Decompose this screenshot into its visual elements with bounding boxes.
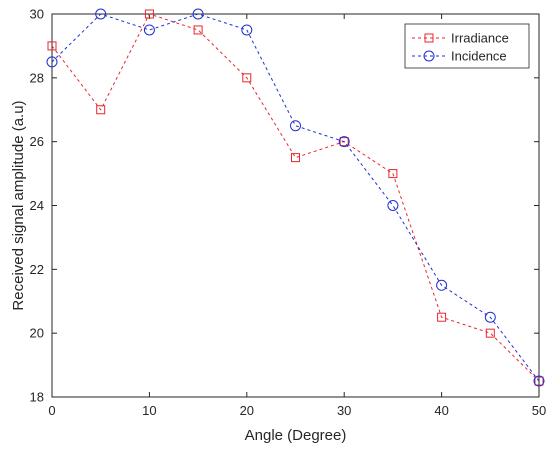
incidence-data-point xyxy=(533,375,545,387)
y-tick-label: 30 xyxy=(30,7,44,22)
x-tick-label: 20 xyxy=(240,403,254,418)
irradiance-data-point xyxy=(485,328,495,338)
y-tick-label: 18 xyxy=(30,390,44,405)
irradiance-data-point xyxy=(437,312,447,322)
legend-box xyxy=(404,23,530,69)
ticks-layer: 0 10 20 30 40 50 18 20 22 24 26 28 30 xyxy=(30,7,547,419)
incidence-data-point xyxy=(143,24,155,36)
x-tick-label: 0 xyxy=(48,403,55,418)
incidence-data-point xyxy=(95,8,107,20)
incidence-data-point xyxy=(290,120,301,132)
y-tick-label: 28 xyxy=(30,70,44,85)
plot-area xyxy=(51,13,540,398)
legend-marker-irradiance xyxy=(424,33,434,43)
legend-items: Irradiance Incidence xyxy=(412,31,509,64)
y-tick-label: 22 xyxy=(30,262,44,277)
irradiance-data-point xyxy=(339,137,349,147)
incidence-data-point xyxy=(241,24,253,36)
incidence-data-point xyxy=(338,136,350,148)
irradiance-data-point xyxy=(291,153,300,163)
x-axis-label: Angle (Degree) xyxy=(245,427,347,444)
irradiance-data-point xyxy=(193,25,203,35)
irradiance-data-point xyxy=(96,105,106,115)
series-layer xyxy=(46,8,545,387)
x-tick-label: 40 xyxy=(434,403,448,418)
y-tick-label: 26 xyxy=(30,134,44,149)
legend: Irradiance Incidence xyxy=(404,23,530,69)
legend-label-incidence: Incidence xyxy=(451,49,507,64)
y-axis-label: Received signal amplitude (a.u) xyxy=(10,100,27,310)
irradiance-data-point xyxy=(534,376,544,386)
legend-marker-incidence xyxy=(423,50,435,62)
incidence-data-point xyxy=(387,200,399,211)
x-tick-label: 50 xyxy=(532,403,546,418)
x-tick-label: 10 xyxy=(142,403,156,418)
incidence-data-point xyxy=(484,311,496,323)
incidence-data-point xyxy=(192,8,204,20)
y-tick-label: 24 xyxy=(30,198,44,213)
x-tick-label: 30 xyxy=(337,403,351,418)
irradiance-series-line xyxy=(51,13,540,382)
irradiance-data-point xyxy=(47,41,57,51)
incidence-series-line xyxy=(51,13,540,382)
irradiance-data-point xyxy=(144,9,154,19)
legend-label-irradiance: Irradiance xyxy=(451,31,509,46)
y-tick-label: 20 xyxy=(30,326,44,341)
irradiance-data-point xyxy=(388,169,398,179)
incidence-data-point xyxy=(436,279,448,291)
irradiance-data-point xyxy=(242,73,252,83)
incidence-data-point xyxy=(46,56,58,68)
